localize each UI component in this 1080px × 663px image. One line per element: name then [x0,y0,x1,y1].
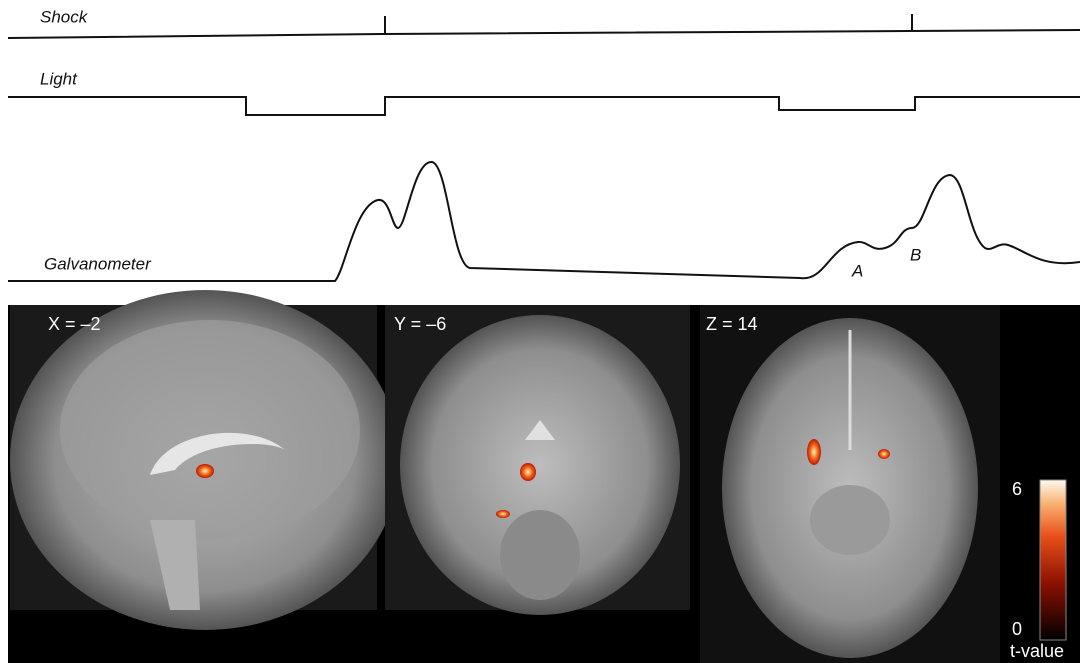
panel-label: X = –2 [48,314,101,334]
midbrain [810,485,890,555]
trace-label: Galvanometer [44,254,152,273]
annotation: A [851,261,863,280]
panel-label: Z = 14 [706,314,758,334]
trace-label: Shock [40,7,89,26]
page: Shock Light Galvanometer A B X = –2 Y = … [0,0,1080,663]
activation [196,464,214,478]
light-trace [8,97,1080,115]
figure: Shock Light Galvanometer A B X = –2 Y = … [0,0,1080,663]
colorbar-min: 0 [1012,619,1022,639]
activation [496,510,510,518]
brainstem [500,510,580,600]
traces: Shock Light Galvanometer A B [8,7,1080,281]
colorbar-scale [1040,480,1066,640]
panel-label: Y = –6 [394,314,446,334]
cortex [60,320,360,540]
sagittal-panel: X = –2 [10,290,400,630]
activation [807,439,821,465]
axial-panel: Z = 14 [700,305,1000,663]
shock-trace [8,14,1080,38]
coronal-panel: Y = –6 [385,305,690,615]
annotation: B [910,245,921,264]
activation [878,449,890,459]
colorbar-label: t-value [1010,641,1064,661]
activation [520,463,536,481]
colorbar-max: 6 [1012,479,1022,499]
trace-label: Light [40,69,78,88]
